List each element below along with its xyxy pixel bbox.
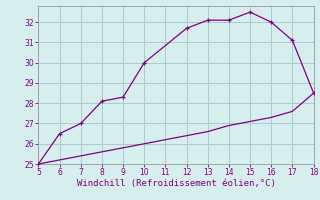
X-axis label: Windchill (Refroidissement éolien,°C): Windchill (Refroidissement éolien,°C) [76, 179, 276, 188]
